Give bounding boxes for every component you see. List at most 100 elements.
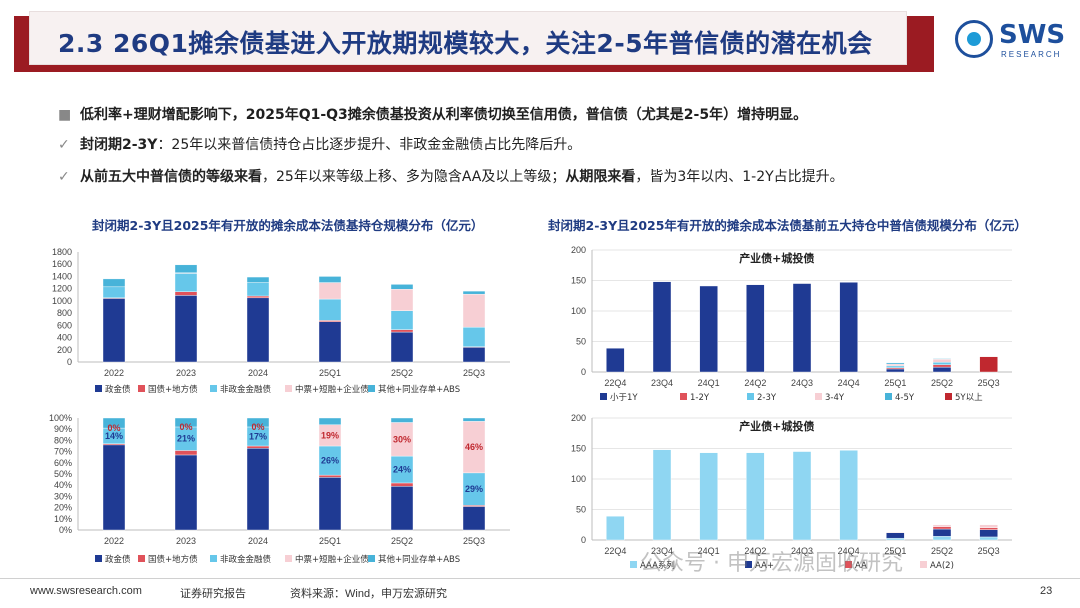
rating_dist-ytick: 100 [571, 474, 586, 484]
holding_pct-legend-swatch [95, 555, 102, 562]
page-number: 23 [1040, 585, 1053, 597]
holding_scale-ytick: 0 [67, 357, 72, 367]
holding_scale-bar-2024-4 [246, 276, 270, 283]
term_dist-bar-24Q3-0 [792, 283, 812, 373]
term_dist-bar-25Q2-1 [932, 364, 952, 368]
term_dist-bar-25Q2-3 [932, 358, 952, 363]
term_dist-ytick: 0 [581, 367, 586, 377]
holding_pct-data-label: 0% [179, 422, 192, 432]
term_dist-legend-swatch [680, 393, 687, 400]
holding_pct-data-label: 14% [105, 431, 123, 441]
term_dist-xtick: 24Q1 [698, 378, 720, 388]
rating_dist-bar-24Q4-0 [839, 450, 858, 541]
rating_dist-bar-25Q3-0 [979, 536, 998, 541]
holding_scale-bar-25Q3-3 [462, 293, 486, 328]
holding_scale-legend-label: 非政金金融债 [220, 384, 272, 395]
holding_pct-ytick: 20% [54, 503, 72, 513]
holding_pct-xtick: 25Q3 [463, 536, 485, 546]
term_dist-bar-25Q2-0 [932, 366, 952, 373]
rating_dist-legend-swatch [920, 561, 927, 568]
holding_scale-bar-25Q1-3 [318, 282, 342, 300]
bullet-3-text-end: ，皆为3年以内、1-2Y占比提升。 [635, 169, 844, 185]
holding_scale-bar-25Q2-4 [390, 284, 414, 290]
holding_scale-bar-2024-2 [246, 282, 270, 297]
term_dist-subtitle: 产业债+城投债 [739, 251, 814, 265]
holding_scale-ytick: 1400 [52, 271, 72, 281]
holding_pct-ytick: 40% [54, 480, 72, 490]
holding_pct-xtick: 25Q1 [319, 536, 341, 546]
holding_pct-data-label: 17% [249, 431, 267, 441]
rating_dist-xtick: 24Q4 [838, 546, 860, 556]
left-chart-title: 封闭期2-3Y且2025年有开放的摊余成本法债基持仓规模分布（亿元） [92, 218, 484, 233]
footer-site-link[interactable]: www.swsresearch.com [30, 585, 142, 597]
term_dist-bar-25Q3-5 [979, 356, 998, 373]
logo-mark-icon [955, 20, 993, 58]
term_dist-legend-swatch [945, 393, 952, 400]
holding_pct-data-label: 0% [107, 423, 120, 433]
bullet-1: ■ 低利率+理财增配影响下，2025年Q1-Q3摊余债基投资从利率债切换至信用债，… [58, 104, 807, 124]
logo-subtext: RESEARCH [1001, 50, 1062, 59]
rating_dist-legend-swatch [745, 561, 752, 568]
holding_scale-bar-25Q3-4 [462, 290, 486, 295]
term_dist-xtick: 25Q1 [884, 378, 906, 388]
term_dist-xtick: 23Q4 [651, 378, 673, 388]
bullet-3: ✓ 从前五大中普信债的等级来看，25年以来等级上移、多为隐含AA及以上等级；从期限… [58, 166, 844, 186]
term_dist-legend-swatch [600, 393, 607, 400]
rating_dist-bar-25Q3-2 [979, 527, 998, 530]
holding_pct-legend-label: 其他+同业存单+ABS [378, 554, 460, 565]
bullet-3-bold-2: 从期限来看 [565, 169, 636, 185]
holding_pct-data-label: 19% [321, 430, 339, 440]
rating_dist-bar-25Q2-1 [932, 528, 952, 537]
bullet-2-bold: 封闭期2-3Y [80, 137, 158, 153]
holding_scale-legend-swatch [368, 385, 375, 392]
holding_pct-data-label: 29% [465, 484, 483, 494]
holding_scale-bar-25Q1-0 [318, 321, 342, 363]
holding_scale-bar-2023-4 [174, 264, 198, 273]
bullet-3-bold-1: 从前五大中普信债的等级来看 [80, 169, 262, 185]
term_dist-bar-25Q2-4 [932, 358, 952, 360]
holding_pct-ytick: 100% [49, 413, 72, 423]
holding_scale-bar-25Q2-2 [390, 310, 414, 330]
holding_scale-bar-25Q2-3 [390, 289, 414, 311]
holding_scale-bar-2023-1 [174, 291, 198, 296]
holding_pct-xtick: 2024 [248, 536, 268, 546]
holding_pct-xtick: 2023 [176, 536, 196, 546]
holding_pct-bar-2022-4 [102, 417, 126, 429]
term_dist-legend-label: 5Y以上 [955, 393, 983, 403]
holding_scale-legend-swatch [285, 385, 292, 392]
term_dist-ytick: 150 [571, 276, 586, 286]
term_dist-xtick: 25Q2 [931, 378, 953, 388]
term_dist-legend-swatch [747, 393, 754, 400]
holding_pct-ytick: 50% [54, 469, 72, 479]
holding_scale-xtick: 25Q3 [463, 368, 485, 378]
rating_dist-xtick: 25Q3 [978, 546, 1000, 556]
rating_dist-xtick: 24Q3 [791, 546, 813, 556]
holding_scale-bar-25Q2-1 [390, 329, 414, 333]
rating_dist-bar-25Q2-2 [932, 526, 952, 530]
term_dist-legend-label: 3-4Y [825, 393, 845, 403]
rating_dist-bar-25Q1-0 [886, 537, 905, 541]
square-bullet-icon: ■ [58, 107, 72, 123]
holding_scale-legend-label: 其他+同业存单+ABS [378, 384, 460, 395]
rating_dist-xtick: 23Q4 [651, 546, 673, 556]
holding_pct-bar-2024-1 [246, 445, 270, 449]
holding_scale-ytick: 1800 [52, 247, 72, 257]
holding_scale-bar-2022-4 [102, 278, 126, 288]
holding_pct-data-label: 21% [177, 434, 195, 444]
rating_dist-bar-22Q4-0 [606, 516, 625, 541]
holding_pct-ytick: 60% [54, 458, 72, 468]
rating_dist-legend-swatch [630, 561, 637, 568]
title-panel [30, 12, 906, 64]
rating_dist-bar-25Q1-3 [886, 531, 905, 533]
term_dist-legend-swatch [885, 393, 892, 400]
holding_pct-legend-label: 非政金金融债 [220, 554, 272, 565]
holding_pct-xtick: 25Q2 [391, 536, 413, 546]
term_dist-bar-25Q2-2 [932, 362, 952, 365]
rating_dist-ytick: 0 [581, 535, 586, 545]
rating_dist-bar-25Q2-3 [932, 524, 952, 527]
rating_dist-legend-label: AA+ [755, 561, 774, 571]
holding_scale-legend-swatch [138, 385, 145, 392]
holding_pct-bar-25Q2-1 [390, 482, 414, 487]
check-icon: ✓ [58, 137, 70, 153]
rating_dist-xtick: 24Q2 [744, 546, 766, 556]
